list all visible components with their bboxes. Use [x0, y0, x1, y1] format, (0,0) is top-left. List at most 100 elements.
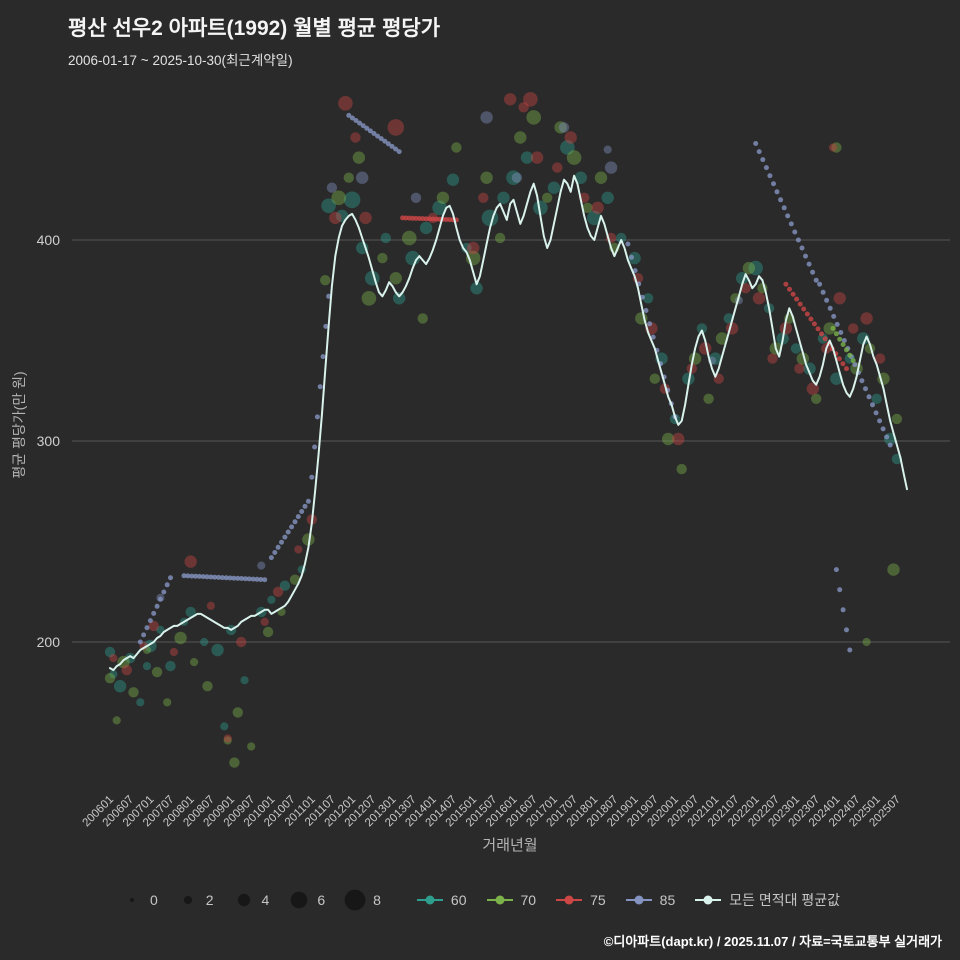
data-point[interactable]: [779, 322, 793, 335]
trail-point[interactable]: [863, 386, 868, 392]
trail-point[interactable]: [289, 524, 295, 530]
data-point[interactable]: [151, 666, 163, 678]
data-point[interactable]: [494, 232, 506, 244]
trail-point[interactable]: [349, 115, 355, 121]
trail-point[interactable]: [850, 358, 856, 364]
trail-point[interactable]: [193, 573, 198, 579]
data-point[interactable]: [247, 742, 256, 751]
trail-point[interactable]: [371, 131, 377, 136]
trail-point[interactable]: [157, 596, 163, 602]
data-point[interactable]: [506, 170, 521, 185]
trail-point[interactable]: [794, 296, 800, 302]
trail-point[interactable]: [873, 410, 879, 416]
trail-point[interactable]: [239, 576, 245, 581]
trail-point[interactable]: [827, 305, 833, 311]
trail-point[interactable]: [200, 574, 206, 580]
data-point[interactable]: [526, 110, 541, 125]
trail-point[interactable]: [870, 402, 875, 408]
data-point[interactable]: [828, 143, 838, 152]
data-point[interactable]: [148, 620, 159, 632]
trail-point[interactable]: [161, 589, 167, 595]
data-point[interactable]: [676, 463, 687, 475]
trail-point[interactable]: [353, 118, 359, 123]
data-point[interactable]: [604, 161, 618, 174]
data-point[interactable]: [587, 210, 602, 226]
trail-point[interactable]: [852, 362, 858, 368]
data-point[interactable]: [461, 242, 472, 254]
trail-point[interactable]: [820, 289, 826, 295]
legend-series-모든 면적대 평균값[interactable]: 모든 면적대 평균값: [693, 890, 840, 910]
data-point[interactable]: [236, 636, 247, 648]
trail-point[interactable]: [760, 157, 766, 163]
data-point[interactable]: [715, 332, 729, 345]
data-point[interactable]: [558, 122, 570, 133]
trail-point[interactable]: [884, 434, 890, 440]
trail-point[interactable]: [305, 498, 311, 504]
data-point[interactable]: [223, 736, 232, 745]
data-point[interactable]: [709, 352, 722, 365]
data-point[interactable]: [104, 646, 116, 658]
trail-point[interactable]: [196, 573, 202, 579]
legend-series-60[interactable]: 60: [415, 892, 467, 908]
data-point[interactable]: [752, 292, 766, 305]
data-point[interactable]: [432, 200, 447, 216]
data-point[interactable]: [257, 561, 266, 570]
data-point[interactable]: [688, 352, 702, 365]
trail-point[interactable]: [367, 128, 373, 134]
data-point[interactable]: [302, 533, 315, 546]
data-point[interactable]: [470, 282, 483, 295]
trail-point[interactable]: [181, 573, 187, 579]
trail-point[interactable]: [272, 550, 278, 555]
data-point[interactable]: [294, 545, 303, 554]
trail-point[interactable]: [887, 442, 893, 448]
trail-point[interactable]: [817, 281, 823, 287]
trail-point[interactable]: [844, 366, 849, 372]
data-point[interactable]: [113, 680, 127, 693]
trail-point[interactable]: [859, 378, 865, 384]
data-point[interactable]: [112, 716, 121, 725]
data-point[interactable]: [402, 230, 417, 246]
trail-point[interactable]: [279, 539, 284, 545]
trail-point[interactable]: [647, 321, 653, 327]
data-point[interactable]: [163, 698, 172, 707]
data-point[interactable]: [862, 637, 871, 647]
data-point[interactable]: [190, 658, 199, 667]
data-point[interactable]: [202, 681, 213, 692]
data-point[interactable]: [350, 132, 361, 143]
data-point[interactable]: [410, 192, 422, 203]
trail-point[interactable]: [808, 316, 814, 322]
data-point[interactable]: [380, 232, 391, 244]
trail-point[interactable]: [185, 573, 191, 579]
data-point[interactable]: [594, 171, 608, 184]
data-point[interactable]: [417, 313, 428, 324]
trail-point[interactable]: [364, 125, 370, 131]
data-point[interactable]: [848, 323, 859, 334]
data-point[interactable]: [497, 191, 510, 204]
trail-point[interactable]: [309, 474, 315, 480]
trail-point[interactable]: [790, 291, 796, 297]
trail-point[interactable]: [208, 574, 214, 580]
trail-point[interactable]: [393, 146, 399, 152]
data-point[interactable]: [542, 192, 553, 203]
trail-point[interactable]: [385, 141, 391, 147]
data-point[interactable]: [142, 662, 152, 671]
data-point[interactable]: [582, 202, 593, 213]
trail-point[interactable]: [830, 325, 836, 331]
trail-point[interactable]: [831, 313, 837, 319]
trail-point[interactable]: [833, 331, 839, 337]
data-point[interactable]: [860, 312, 873, 325]
trail-point[interactable]: [810, 269, 816, 275]
trail-point[interactable]: [781, 205, 787, 211]
trail-point[interactable]: [292, 519, 298, 525]
data-point[interactable]: [530, 151, 544, 164]
data-point[interactable]: [223, 734, 232, 743]
data-point[interactable]: [352, 151, 366, 164]
data-point[interactable]: [104, 673, 116, 684]
trail-point[interactable]: [877, 418, 883, 424]
trail-point[interactable]: [837, 336, 843, 342]
data-point[interactable]: [389, 272, 402, 285]
data-point[interactable]: [831, 142, 842, 153]
data-point[interactable]: [740, 283, 751, 294]
data-point[interactable]: [451, 142, 462, 153]
trail-point[interactable]: [783, 281, 789, 287]
